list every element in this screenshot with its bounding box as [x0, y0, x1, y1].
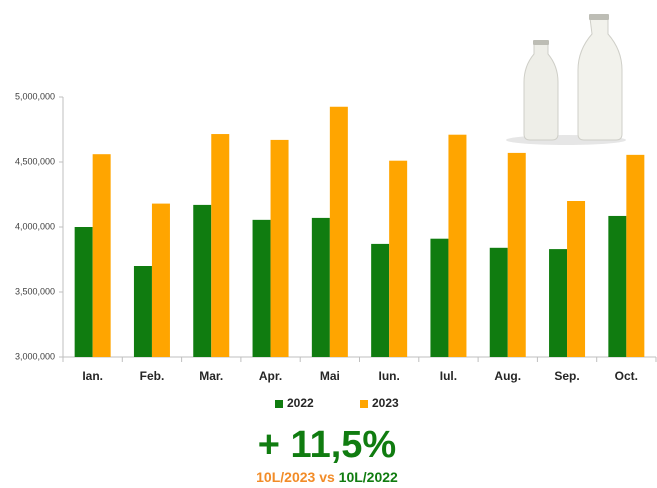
x-tick-label: Mar. — [199, 369, 223, 383]
bar — [389, 161, 407, 357]
legend-label: 2022 — [287, 396, 314, 410]
headline: + 11,5% — [258, 424, 396, 466]
legend-swatch — [360, 400, 368, 408]
y-tick-label: 3,000,000 — [15, 351, 55, 361]
legend-label: 2023 — [372, 396, 399, 410]
y-tick-label: 3,500,000 — [15, 286, 55, 296]
y-tick-label: 4,000,000 — [15, 221, 55, 231]
bar — [608, 216, 626, 357]
bar — [549, 249, 567, 357]
comparison-a: 10L/2023 — [256, 469, 315, 485]
x-tick-label: Aug. — [494, 369, 521, 383]
x-tick-label: Iul. — [440, 369, 457, 383]
x-tick-label: Apr. — [259, 369, 282, 383]
x-tick-label: Oct. — [615, 369, 638, 383]
x-tick-label: Ian. — [82, 369, 103, 383]
bar — [211, 134, 229, 357]
comparison: 10L/2023 vs 10L/2022 — [256, 469, 398, 485]
bar — [193, 205, 211, 357]
bar — [253, 220, 271, 357]
x-tick-label: Iun. — [378, 369, 399, 383]
bar — [508, 153, 526, 357]
legend-swatch — [275, 400, 283, 408]
bar — [134, 266, 152, 357]
chart: + 11,5% 10L/2023 vs 10L/2022 3,000,000 3,… — [0, 0, 657, 488]
y-tick-label: 4,500,000 — [15, 156, 55, 166]
comparison-vs: vs — [319, 469, 335, 485]
x-tick-label: Mai — [320, 369, 340, 383]
comparison-b: 10L/2022 — [339, 469, 398, 485]
bar — [271, 140, 289, 357]
bar — [567, 201, 585, 357]
bar — [330, 107, 348, 357]
bar — [490, 248, 508, 357]
y-tick-label: 5,000,000 — [15, 91, 55, 101]
bar — [626, 155, 644, 357]
bar — [152, 204, 170, 357]
x-tick-label: Sep. — [554, 369, 579, 383]
bar — [371, 244, 389, 357]
bar — [93, 154, 111, 357]
milk-bottles — [506, 14, 626, 145]
bar — [75, 227, 93, 357]
x-tick-label: Feb. — [140, 369, 165, 383]
bar — [430, 239, 448, 357]
bar — [448, 135, 466, 357]
bar — [312, 218, 330, 357]
